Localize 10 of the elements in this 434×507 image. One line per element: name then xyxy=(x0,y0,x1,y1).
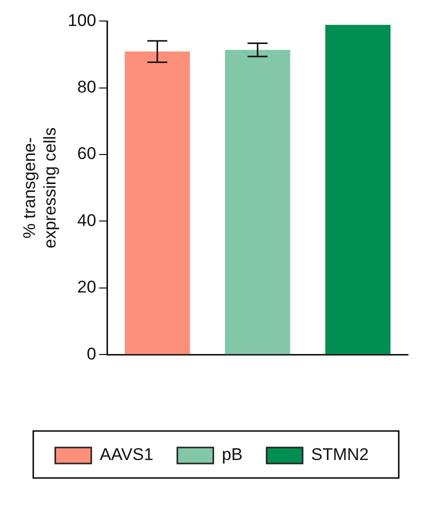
y-tick-label: 0 xyxy=(86,344,96,364)
y-tick-label: 60 xyxy=(77,144,96,164)
legend-label: pB xyxy=(222,445,243,464)
y-tick-label: 40 xyxy=(77,210,96,230)
y-tick-label: 20 xyxy=(77,278,96,297)
y-tick-label: 100 xyxy=(68,10,96,30)
legend-label: AAVS1 xyxy=(100,445,154,464)
y-axis-title: % transgene-expressing cells xyxy=(20,127,60,248)
y-tick-label: 80 xyxy=(77,78,96,97)
legend-label: STMN2 xyxy=(311,445,369,464)
